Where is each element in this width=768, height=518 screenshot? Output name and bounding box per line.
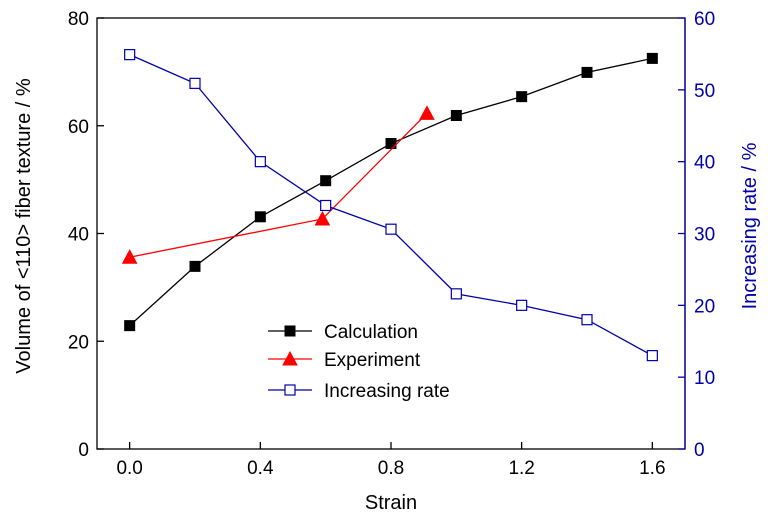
data-point-calculation bbox=[646, 52, 658, 64]
data-point-increasing-rate bbox=[581, 314, 593, 326]
x-tick-label: 0.4 bbox=[247, 458, 274, 479]
series-line-increasing-rate bbox=[129, 54, 653, 357]
data-point-calculation bbox=[450, 110, 462, 122]
y-tick-label: 20 bbox=[68, 332, 89, 353]
data-point-experiment bbox=[314, 210, 331, 226]
data-point-increasing-rate bbox=[189, 77, 201, 89]
data-point-experiment bbox=[121, 249, 138, 264]
data-point-calculation bbox=[385, 138, 397, 150]
y-axis-title: Volume of <110> fiber texture / % bbox=[13, 78, 35, 374]
data-point-increasing-rate bbox=[320, 199, 332, 212]
y2-tick-label: 10 bbox=[694, 368, 715, 389]
data-point-increasing-rate bbox=[646, 350, 658, 362]
y2-axis-title: Increasing rate / % bbox=[739, 142, 761, 309]
legend-marker-calculation bbox=[284, 325, 296, 337]
legend: Calculation Experiment Increasing rate bbox=[268, 322, 450, 402]
data-point-increasing-rate bbox=[254, 156, 266, 168]
y2-tick-label: 0 bbox=[694, 440, 705, 461]
legend-label-calculation: Calculation bbox=[324, 322, 418, 343]
x-tick-label: 1.6 bbox=[639, 458, 665, 479]
legend-label-experiment: Experiment bbox=[324, 350, 421, 371]
y2-tick-label: 30 bbox=[694, 225, 715, 246]
data-point-calculation bbox=[189, 260, 201, 272]
x-tick-label: 0.0 bbox=[116, 458, 142, 479]
data-point-increasing-rate bbox=[385, 223, 397, 235]
series-calculation bbox=[124, 52, 658, 332]
data-point-calculation bbox=[320, 175, 332, 187]
x-tick-label: 1.2 bbox=[508, 458, 534, 479]
data-point-calculation bbox=[254, 211, 266, 223]
y-tick-label: 0 bbox=[78, 440, 89, 461]
y-tick-label: 80 bbox=[68, 9, 89, 30]
y-tick-label: 60 bbox=[68, 117, 89, 138]
data-point-calculation bbox=[581, 66, 593, 78]
data-point-calculation bbox=[516, 91, 528, 103]
y2-tick-label: 40 bbox=[694, 153, 715, 174]
y2-tick-label: 50 bbox=[694, 81, 715, 102]
y-axis-right: 0 10 20 30 40 50 60 bbox=[678, 9, 715, 461]
series-layer bbox=[121, 49, 658, 362]
x-axis-title: Strain bbox=[365, 492, 417, 514]
series-experiment bbox=[121, 105, 435, 264]
data-point-experiment bbox=[419, 105, 435, 120]
legend-marker-experiment bbox=[282, 350, 298, 366]
series-line-experiment bbox=[129, 112, 428, 258]
data-point-increasing-rate bbox=[516, 299, 528, 311]
y-tick-label: 40 bbox=[68, 225, 89, 246]
legend-label-increasing-rate: Increasing rate bbox=[324, 381, 450, 402]
data-point-increasing-rate bbox=[450, 288, 462, 300]
data-point-calculation bbox=[124, 320, 136, 332]
legend-marker-increasing-rate bbox=[284, 384, 296, 396]
y2-tick-label: 60 bbox=[694, 9, 715, 30]
x-axis: 0.0 0.4 0.8 1.2 1.6 bbox=[116, 442, 666, 479]
x-tick-label: 0.8 bbox=[378, 458, 404, 479]
data-point-increasing-rate bbox=[124, 49, 136, 61]
series-increasing-rate bbox=[124, 49, 658, 362]
y2-tick-label: 20 bbox=[694, 296, 715, 317]
y-axis-left: 0 20 40 60 80 bbox=[68, 9, 104, 461]
